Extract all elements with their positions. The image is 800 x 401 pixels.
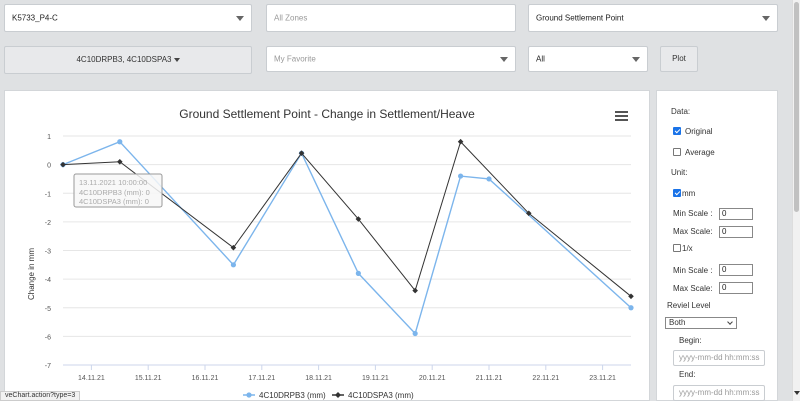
settlement-chart: Ground Settlement Point - Change in Sett… — [27, 107, 634, 400]
inverse-checkbox[interactable] — [673, 244, 681, 252]
plot-button[interactable]: Plot — [660, 46, 698, 72]
max-scale-label-2: Max Scale: — [673, 284, 713, 293]
x-tick-label: 18.11.21 — [305, 375, 332, 382]
data-point-2[interactable] — [628, 293, 634, 300]
scope-select[interactable]: All — [528, 46, 648, 72]
average-checkbox[interactable] — [673, 148, 681, 156]
caret-down-icon — [173, 57, 180, 62]
data-point-2[interactable] — [525, 210, 532, 217]
y-tick-label: -7 — [45, 363, 51, 370]
legend-marker-2 — [335, 392, 341, 398]
x-tick-label: 21.11.21 — [476, 375, 503, 382]
legend-item-2[interactable]: 4C10DSPA3 (mm) — [348, 391, 414, 400]
chevron-down-icon — [727, 319, 733, 325]
project-select[interactable]: K5733_P4-C — [4, 4, 252, 32]
x-tick-label: 23.11.21 — [589, 375, 616, 382]
y-tick-label: -5 — [45, 306, 51, 313]
y-tick-label: -2 — [45, 220, 51, 227]
x-tick-label: 19.11.21 — [362, 375, 389, 382]
data-label: Data: — [671, 107, 691, 116]
min-scale-label: Min Scale : — [673, 209, 713, 218]
x-tick-label: 16.11.21 — [192, 375, 219, 382]
y-tick-label: 0 — [47, 163, 51, 170]
chevron-down-icon — [632, 57, 640, 62]
series-line-1 — [62, 140, 632, 335]
data-point-1[interactable] — [117, 139, 123, 145]
chevron-down-icon — [236, 16, 244, 21]
legend-item-1[interactable]: 4C10DRPB3 (mm) — [259, 391, 326, 400]
x-tick-label: 14.11.21 — [78, 375, 105, 382]
data-point-2[interactable] — [230, 244, 237, 251]
original-label: Original — [685, 127, 713, 136]
tooltip-date: 13.11.2021 10:00:00 — [79, 178, 147, 187]
options-panel: Data: Original Average Unit: mm Min Scal… — [656, 90, 778, 401]
data-point-1[interactable] — [458, 173, 464, 179]
chevron-down-icon — [500, 57, 508, 62]
y-tick-label: -4 — [45, 277, 51, 284]
max-scale-input[interactable]: 0 — [719, 226, 753, 238]
legend-marker-1 — [246, 392, 252, 398]
scrollbar-thumb[interactable] — [794, 2, 799, 212]
reviel-level-select[interactable]: Both — [665, 317, 737, 329]
unit-label: Unit: — [671, 168, 688, 177]
x-tick-label: 17.11.21 — [248, 375, 275, 382]
data-point-2[interactable] — [412, 287, 418, 294]
x-tick-label: 22.11.21 — [532, 375, 559, 382]
point-type-select-value: Ground Settlement Point — [536, 13, 624, 23]
chart-title: Ground Settlement Point - Change in Sett… — [179, 107, 475, 121]
data-point-2[interactable] — [60, 161, 66, 168]
average-label: Average — [685, 148, 715, 157]
y-tick-label: -1 — [45, 191, 51, 198]
inverse-label: 1/x — [682, 244, 693, 253]
zones-select-placeholder: All Zones — [274, 13, 308, 23]
reviel-level-label: Reviel Level — [667, 301, 711, 310]
reviel-level-value: Both — [669, 318, 686, 327]
begin-date-input[interactable]: yyyy-mm-dd hh:mm:ss — [673, 350, 765, 366]
scope-select-value: All — [536, 54, 545, 64]
max-scale-input-2[interactable]: 0 — [719, 282, 753, 294]
data-point-2[interactable] — [355, 216, 362, 222]
tooltip-row-1: 4C10DRPB3 (mm): 0 — [79, 188, 150, 197]
x-tick-label: 20.11.21 — [419, 375, 446, 382]
tooltip-row-2: 4C10DSPA3 (mm): 0 — [79, 197, 149, 206]
chevron-down-icon — [762, 16, 770, 21]
data-point-1[interactable] — [412, 330, 418, 337]
mm-label: mm — [682, 189, 696, 198]
y-axis-label: Change in mm — [27, 248, 36, 300]
min-scale-input[interactable]: 0 — [719, 208, 753, 220]
mm-checkbox[interactable] — [673, 189, 681, 197]
y-tick-label: -3 — [45, 249, 51, 256]
y-tick-label: 1 — [47, 134, 51, 141]
x-tick-label: 15.11.21 — [135, 375, 162, 382]
min-scale-input-2[interactable]: 0 — [719, 264, 753, 276]
data-point-1[interactable] — [486, 176, 492, 182]
data-point-1[interactable] — [355, 270, 361, 276]
page-scrollbar[interactable] — [792, 0, 800, 401]
end-date-input[interactable]: yyyy-mm-dd hh:mm:ss — [673, 385, 765, 401]
chart-tooltip: 13.11.2021 10:00:00 4C10DRPB3 (mm): 0 4C… — [73, 173, 163, 208]
original-checkbox[interactable] — [673, 127, 681, 135]
point-type-select[interactable]: Ground Settlement Point — [528, 4, 778, 32]
end-label: End: — [679, 370, 696, 379]
min-scale-label-2: Min Scale : — [673, 266, 713, 275]
status-url: veChart.action?type=3 — [0, 391, 81, 401]
chart-panel: Ground Settlement Point - Change in Sett… — [4, 90, 650, 401]
y-tick-label: -6 — [45, 334, 51, 341]
hamburger-menu-icon[interactable] — [615, 111, 628, 121]
scroll-down-arrow-icon[interactable] — [794, 391, 800, 395]
project-select-value: K5733_P4-C — [12, 13, 58, 23]
favorite-select-placeholder: My Favorite — [274, 54, 316, 64]
instrument-dropdown-label: 4C10DRPB3, 4C10DSPA3 — [76, 55, 172, 64]
max-scale-label: Max Scale: — [673, 227, 713, 236]
begin-label: Begin: — [679, 336, 702, 345]
favorite-select[interactable]: My Favorite — [266, 46, 516, 72]
instrument-dropdown-button[interactable]: 4C10DRPB3, 4C10DSPA3 — [4, 46, 252, 74]
data-point-1[interactable] — [230, 262, 236, 268]
zones-select[interactable]: All Zones — [266, 4, 516, 32]
data-point-1[interactable] — [628, 305, 634, 311]
